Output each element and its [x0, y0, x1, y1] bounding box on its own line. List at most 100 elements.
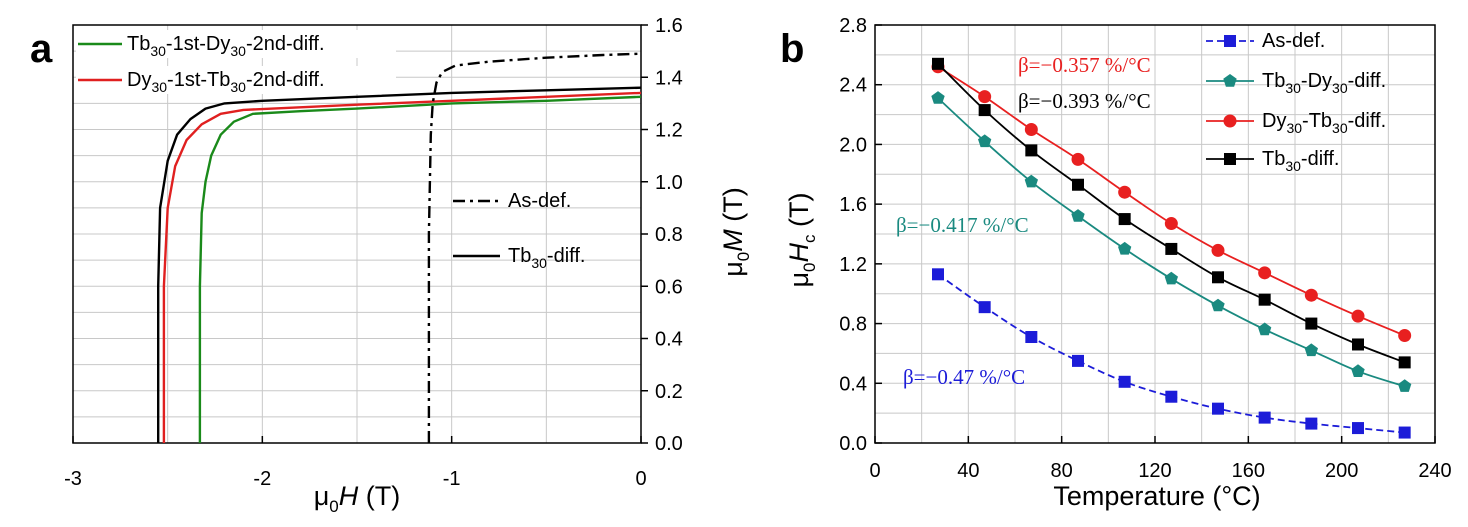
data-point-0	[1305, 417, 1318, 430]
y-tick-label: 0.0	[839, 433, 867, 455]
x-tick-label: 40	[957, 460, 979, 482]
y-tick-label: 1.4	[655, 67, 683, 89]
data-point-3	[978, 104, 991, 117]
panel-a-legend: Tb30-1st-Dy30-2nd-diff. Dy30-1st-Tb30-2nd…	[76, 30, 585, 271]
x-tick-label: -1	[443, 468, 461, 490]
data-point-0	[1212, 402, 1224, 415]
y-tick-label: 0.0	[655, 433, 683, 455]
legend-label: Tb30-diff.	[508, 245, 585, 271]
y-tick-label: 1.6	[655, 15, 683, 37]
legend-marker	[1223, 114, 1237, 128]
data-point-3	[1118, 213, 1131, 226]
y-tick-label: 0.2	[655, 381, 683, 403]
data-point-3	[932, 57, 944, 70]
data-point-1	[931, 91, 945, 104]
y-tick-label: 0.8	[839, 314, 867, 336]
legend-label: As-def.	[508, 190, 571, 212]
data-point-0	[1118, 375, 1131, 388]
data-point-1	[1211, 298, 1225, 312]
series-line-0	[198, 95, 642, 443]
panel-a-ticks: -3 -2 -1 0 0.0 0.2 0.4 0.6 0.8 1.0 1.2 1.4 1.6	[64, 15, 683, 490]
panel-b-series	[931, 57, 1412, 439]
series-line-3	[157, 86, 642, 443]
annotation-beta: β=−0.47 %/°C	[903, 365, 1025, 389]
panel-b: b 0 40 80 120 160 200 240 0.0 0.4 0.8 1.2 1.6 2.0 2.4…	[780, 15, 1452, 511]
data-point-1	[1258, 322, 1272, 336]
legend-label: Dy30-Tb30-diff.	[1262, 110, 1386, 136]
data-point-3	[1025, 144, 1038, 157]
data-point-3	[1398, 356, 1411, 369]
y-tick-label: 1.6	[839, 194, 867, 216]
data-point-0	[1258, 411, 1271, 424]
data-point-0	[1352, 422, 1364, 435]
panel-a-series	[157, 52, 642, 443]
annotation-beta: β=−0.357 %/°C	[1018, 53, 1151, 77]
legend-bg	[76, 30, 396, 58]
annotation-beta: β=−0.417 %/°C	[896, 213, 1029, 237]
legend-label: Tb30-1st-Dy30-2nd-diff.	[127, 33, 325, 59]
y-tick-label: 2.8	[839, 15, 867, 37]
data-point-2	[1024, 123, 1038, 136]
y-tick-label: 0.6	[655, 276, 683, 298]
data-point-1	[1351, 364, 1365, 377]
data-point-1	[1304, 343, 1318, 357]
data-point-2	[1258, 266, 1272, 280]
series-line-2	[427, 52, 642, 443]
x-tick-label: -2	[253, 468, 271, 490]
y-tick-label: 0.4	[839, 373, 867, 395]
data-point-1	[1164, 271, 1178, 285]
x-tick-label: 0	[869, 460, 880, 482]
y-tick-label: 1.0	[655, 172, 683, 194]
data-point-2	[1351, 309, 1365, 323]
data-point-2	[1071, 152, 1085, 166]
data-point-0	[1025, 331, 1038, 344]
data-point-3	[1072, 178, 1084, 191]
data-point-3	[1212, 271, 1224, 284]
data-point-1	[978, 134, 992, 148]
legend-bg	[76, 66, 396, 94]
panel-b-xlabel: Temperature (°C)	[1053, 481, 1260, 511]
x-tick-label: 0	[635, 468, 646, 490]
data-point-0	[932, 268, 944, 281]
legend-label: Dy30-1st-Tb30-2nd-diff.	[127, 69, 325, 95]
data-point-2	[1398, 329, 1412, 343]
data-point-1	[1118, 241, 1132, 255]
panel-a-ylabel: μ0M (T)	[718, 187, 753, 277]
data-point-2	[978, 90, 992, 104]
x-tick-label: 200	[1325, 460, 1358, 482]
data-point-2	[1118, 185, 1132, 199]
y-tick-label: 0.8	[655, 224, 683, 246]
legend-marker	[1224, 153, 1236, 165]
panel-b-label: b	[780, 27, 804, 71]
panel-b-ticks: 0 40 80 120 160 200 240 0.0 0.4 0.8 1.2 1.6 2.0 2.4 2.…	[839, 15, 1452, 482]
data-point-3	[1258, 293, 1271, 306]
data-point-3	[1165, 242, 1178, 255]
data-point-0	[978, 301, 991, 314]
legend-label: Tb30-diff.	[1262, 148, 1339, 174]
panel-a-xlabel: μ0H (T)	[314, 481, 401, 516]
y-tick-label: 1.2	[839, 254, 867, 276]
annotation-beta: β=−0.393 %/°C	[1018, 89, 1151, 113]
panel-a-label: a	[30, 27, 53, 71]
y-tick-label: 2.4	[839, 75, 867, 97]
x-tick-label: 80	[1051, 460, 1073, 482]
panel-a-grid	[72, 24, 642, 444]
panel-b-ylabel: μ0Hc (T)	[784, 192, 819, 287]
data-point-3	[1352, 338, 1364, 351]
data-point-1	[1024, 174, 1038, 188]
legend-marker	[1224, 35, 1236, 47]
data-point-0	[1398, 426, 1411, 439]
data-point-2	[1211, 243, 1225, 257]
panel-b-annotations: β=−0.357 %/°C β=−0.393 %/°C β=−0.417 %/°C β…	[896, 53, 1151, 389]
x-tick-label: -3	[64, 468, 82, 490]
series-line-1	[937, 97, 1405, 388]
panel-b-legend: As-def. Tb30-Dy30-diff. Dy30-Tb30-diff. Tb3…	[1206, 30, 1386, 174]
x-tick-label: 120	[1138, 460, 1171, 482]
y-tick-label: 1.2	[655, 120, 683, 142]
data-point-0	[1072, 354, 1084, 367]
y-tick-label: 0.4	[655, 329, 683, 351]
legend-label: Tb30-Dy30-diff.	[1262, 70, 1386, 96]
legend-label: As-def.	[1262, 30, 1325, 52]
series-line-2	[937, 66, 1406, 337]
